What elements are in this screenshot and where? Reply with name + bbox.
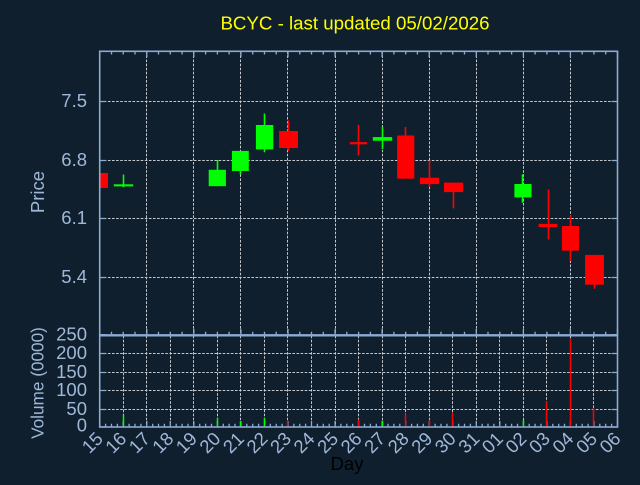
svg-text:50: 50	[66, 398, 87, 419]
svg-text:5.4: 5.4	[61, 266, 87, 287]
svg-text:150: 150	[56, 361, 87, 382]
svg-text:250: 250	[56, 323, 87, 344]
svg-text:6.1: 6.1	[61, 207, 87, 228]
svg-text:Volume (0000): Volume (0000)	[28, 327, 48, 439]
svg-text:100: 100	[56, 379, 87, 400]
svg-text:BCYC - last updated 05/02/2026: BCYC - last updated 05/02/2026	[220, 13, 489, 34]
svg-text:6.8: 6.8	[61, 149, 87, 170]
svg-text:Price: Price	[27, 171, 48, 213]
svg-text:7.5: 7.5	[61, 90, 87, 111]
svg-text:Day: Day	[331, 453, 365, 474]
svg-text:200: 200	[56, 342, 87, 363]
svg-text:0: 0	[77, 415, 87, 436]
